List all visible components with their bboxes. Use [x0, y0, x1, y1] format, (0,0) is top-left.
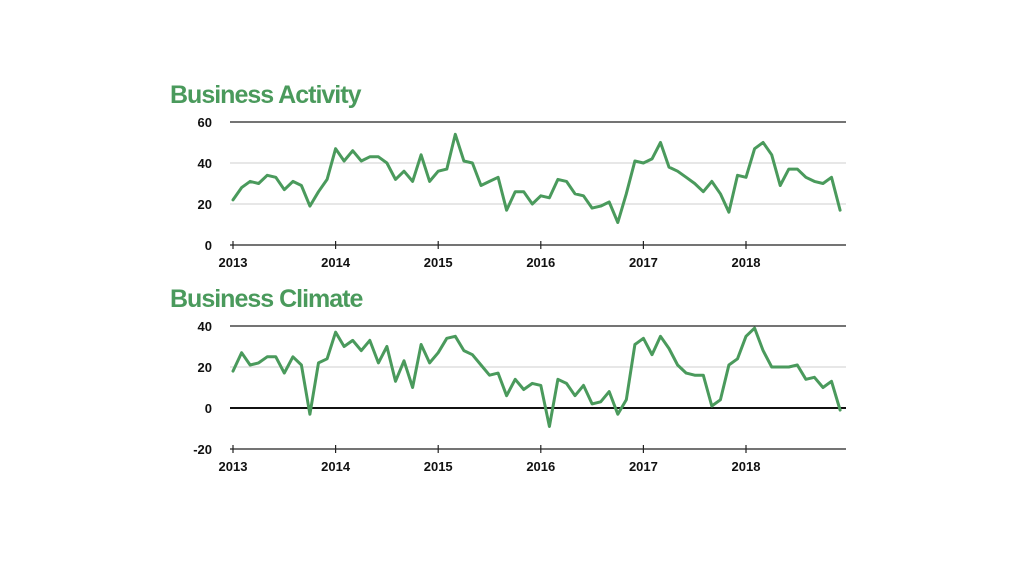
climate-x-tick-label: 2016: [526, 459, 555, 474]
climate-y-tick-label: 0: [205, 401, 212, 416]
activity-x-tick-label: 2014: [321, 255, 351, 270]
climate-series-line: [231, 326, 842, 428]
activity-y-tick-label: 20: [198, 197, 212, 212]
activity-y-tick-label: 60: [198, 115, 212, 130]
climate-x-tick-label: 2017: [629, 459, 658, 474]
business-climate-chart: -20 0 20 40 2013 2014 2015 2016 2017 2018: [193, 319, 846, 474]
climate-x-tick-label: 2013: [219, 459, 248, 474]
climate-x-tick-label: 2018: [732, 459, 761, 474]
climate-x-tick-label: 2014: [321, 459, 351, 474]
activity-x-tick-label: 2017: [629, 255, 658, 270]
activity-y-tick-label: 0: [205, 238, 212, 253]
activity-x-tick-label: 2015: [424, 255, 453, 270]
activity-y-tick-label: 40: [198, 156, 212, 171]
activity-x-tick-label: 2016: [526, 255, 555, 270]
activity-series-line: [231, 132, 842, 224]
climate-y-tick-label: 40: [198, 319, 212, 334]
business-activity-chart: 0 20 40 60 2013 2014 2015 2016 2017 2018: [198, 115, 846, 270]
chart-title-business-activity: Business Activity: [170, 81, 361, 109]
activity-x-tick-label: 2018: [732, 255, 761, 270]
climate-x-tick-label: 2015: [424, 459, 453, 474]
activity-x-tick-label: 2013: [219, 255, 248, 270]
climate-y-tick-label: 20: [198, 360, 212, 375]
climate-y-tick-label: -20: [193, 442, 212, 457]
chart-title-business-climate: Business Climate: [170, 285, 363, 313]
